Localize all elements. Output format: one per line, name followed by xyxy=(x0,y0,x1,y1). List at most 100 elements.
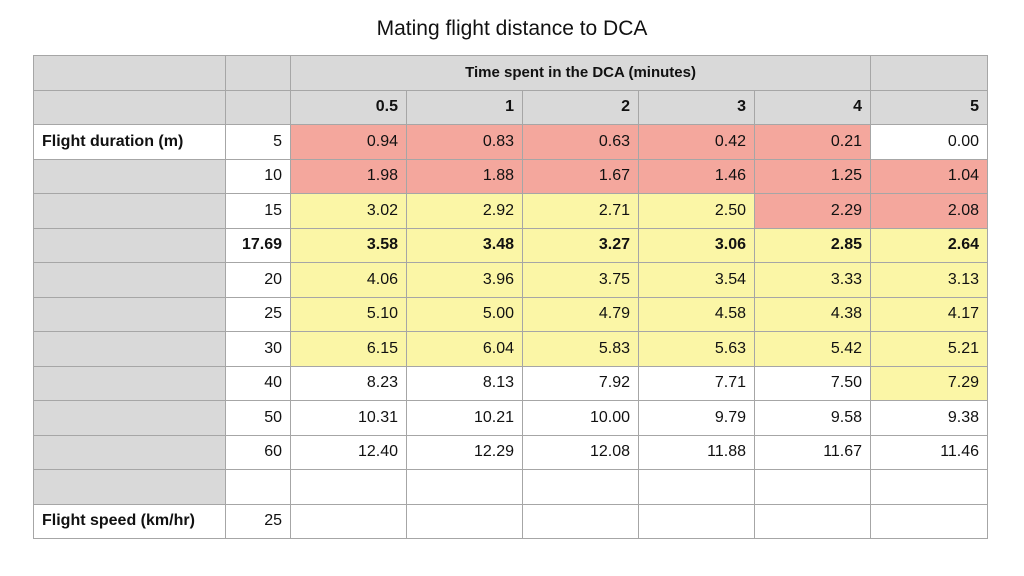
corner-cell xyxy=(33,55,226,91)
distance-cell: 7.29 xyxy=(870,365,989,401)
row-label-cell xyxy=(33,227,226,263)
duration-cell: 15 xyxy=(225,193,291,229)
distance-cell: 11.46 xyxy=(870,434,989,470)
empty-cell xyxy=(406,503,523,539)
distance-cell: 1.04 xyxy=(870,158,989,194)
column-header: 5 xyxy=(870,89,989,125)
column-header: 4 xyxy=(753,89,872,125)
distance-cell: 0.94 xyxy=(290,124,407,160)
row-label-cell xyxy=(33,365,226,401)
distance-cell: 9.79 xyxy=(638,400,755,436)
header-row-columns: 0.5 1 2 3 4 5 xyxy=(33,89,989,125)
distance-cell: 4.17 xyxy=(870,296,989,332)
empty-cell xyxy=(638,469,755,505)
empty-cell xyxy=(753,469,872,505)
duration-cell: 60 xyxy=(225,434,291,470)
distance-cell: 8.13 xyxy=(406,365,523,401)
table-row: 60 12.40 12.29 12.08 11.88 11.67 11.46 xyxy=(33,434,989,470)
distance-cell: 5.21 xyxy=(870,331,989,367)
row-label-cell xyxy=(33,193,226,229)
flight-speed-label: Flight speed (km/hr) xyxy=(33,503,226,539)
duration-cell: 25 xyxy=(225,296,291,332)
distance-cell: 3.13 xyxy=(870,262,989,298)
table-title: Mating flight distance to DCA xyxy=(376,17,648,40)
distance-cell: 5.63 xyxy=(638,331,755,367)
duration-cell: 20 xyxy=(225,262,291,298)
empty-cell xyxy=(522,503,639,539)
empty-cell xyxy=(225,469,291,505)
row-label-cell xyxy=(33,158,226,194)
table-row: 17.69 3.58 3.48 3.27 3.06 2.85 2.64 xyxy=(33,227,989,263)
distance-cell: 7.71 xyxy=(638,365,755,401)
header-row-group: Time spent in the DCA (minutes) xyxy=(33,55,989,91)
row-label-cell xyxy=(33,262,226,298)
distance-cell: 0.83 xyxy=(406,124,523,160)
corner-cell xyxy=(33,89,226,125)
flight-duration-label: Flight duration (m) xyxy=(33,124,226,160)
duration-cell: 30 xyxy=(225,331,291,367)
distance-cell: 6.04 xyxy=(406,331,523,367)
distance-cell: 11.67 xyxy=(753,434,872,470)
distance-cell: 4.06 xyxy=(290,262,407,298)
distance-cell: 0.00 xyxy=(870,124,989,160)
distance-cell: 1.67 xyxy=(522,158,639,194)
table-row: 25 5.10 5.00 4.79 4.58 4.38 4.17 xyxy=(33,296,989,332)
distance-cell: 1.46 xyxy=(638,158,755,194)
duration-cell: 5 xyxy=(225,124,291,160)
distance-cell: 9.38 xyxy=(870,400,989,436)
distance-cell: 3.27 xyxy=(522,227,639,263)
distance-cell: 0.42 xyxy=(638,124,755,160)
distance-cell: 5.00 xyxy=(406,296,523,332)
distance-cell: 11.88 xyxy=(638,434,755,470)
distance-cell: 9.58 xyxy=(753,400,872,436)
distance-cell: 3.96 xyxy=(406,262,523,298)
table-row: 50 10.31 10.21 10.00 9.79 9.58 9.38 xyxy=(33,400,989,436)
empty-cell xyxy=(290,503,407,539)
distance-cell: 7.92 xyxy=(522,365,639,401)
distance-cell: 2.71 xyxy=(522,193,639,229)
distance-cell: 2.92 xyxy=(406,193,523,229)
empty-cell xyxy=(638,503,755,539)
distance-cell: 1.98 xyxy=(290,158,407,194)
row-label-cell xyxy=(33,434,226,470)
flight-speed-value: 25 xyxy=(225,503,291,539)
distance-cell: 4.58 xyxy=(638,296,755,332)
row-label-cell xyxy=(33,400,226,436)
distance-cell: 10.00 xyxy=(522,400,639,436)
column-header: 2 xyxy=(522,89,639,125)
corner-cell xyxy=(225,89,291,125)
distance-cell: 3.02 xyxy=(290,193,407,229)
distance-cell: 5.83 xyxy=(522,331,639,367)
empty-cell xyxy=(870,469,989,505)
duration-cell: 17.69 xyxy=(225,227,291,263)
corner-cell xyxy=(225,55,291,91)
column-header: 3 xyxy=(638,89,755,125)
distance-cell: 3.06 xyxy=(638,227,755,263)
distance-table: Time spent in the DCA (minutes) 0.5 1 2 … xyxy=(33,55,989,539)
distance-cell: 3.48 xyxy=(406,227,523,263)
column-header: 1 xyxy=(406,89,523,125)
empty-cell xyxy=(522,469,639,505)
distance-cell: 0.21 xyxy=(753,124,872,160)
distance-cell: 2.29 xyxy=(753,193,872,229)
empty-header-cell xyxy=(870,55,989,91)
duration-cell: 50 xyxy=(225,400,291,436)
distance-cell: 10.21 xyxy=(406,400,523,436)
empty-cell xyxy=(753,503,872,539)
distance-cell: 4.38 xyxy=(753,296,872,332)
empty-cell xyxy=(870,503,989,539)
empty-cell xyxy=(290,469,407,505)
distance-cell: 2.08 xyxy=(870,193,989,229)
distance-cell: 12.40 xyxy=(290,434,407,470)
table-row: 20 4.06 3.96 3.75 3.54 3.33 3.13 xyxy=(33,262,989,298)
duration-cell: 40 xyxy=(225,365,291,401)
distance-cell: 10.31 xyxy=(290,400,407,436)
row-label-cell xyxy=(33,331,226,367)
duration-cell: 10 xyxy=(225,158,291,194)
table-row: 15 3.02 2.92 2.71 2.50 2.29 2.08 xyxy=(33,193,989,229)
empty-cell xyxy=(406,469,523,505)
distance-cell: 3.75 xyxy=(522,262,639,298)
distance-cell: 2.85 xyxy=(753,227,872,263)
distance-cell: 5.42 xyxy=(753,331,872,367)
distance-cell: 4.79 xyxy=(522,296,639,332)
